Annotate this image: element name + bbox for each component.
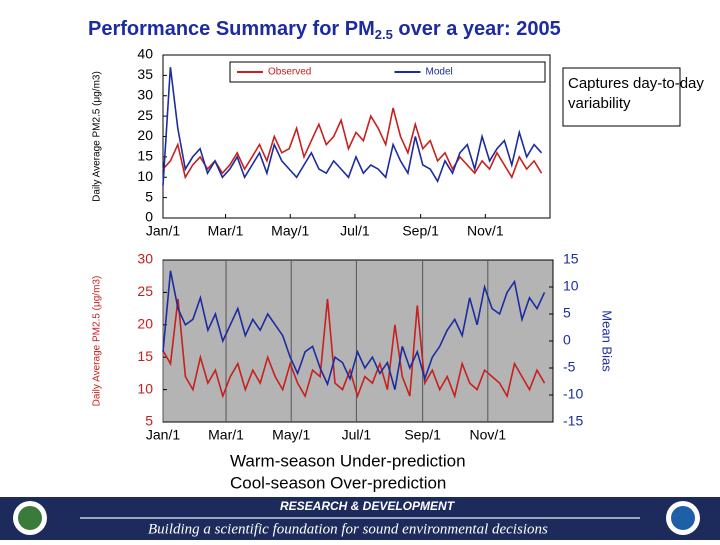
y-axis-label: Daily Average PM2.5 (μg/m3)	[92, 71, 103, 202]
x-tick-label: Sep/1	[404, 427, 441, 443]
x-tick-label: Mar/1	[208, 427, 244, 443]
y-tick-label: 15	[137, 348, 153, 364]
noaa-logo-inner	[671, 506, 695, 530]
y2-tick-label: -5	[563, 359, 576, 375]
slide-title: Performance Summary for PM2.5 over a yea…	[88, 18, 561, 42]
plot-area	[162, 259, 554, 423]
y-tick-label: 30	[137, 251, 153, 267]
x-tick-label: Jan/1	[146, 223, 180, 239]
legend-label: Observed	[268, 67, 311, 78]
series-line	[162, 67, 543, 186]
annotation-text-line: variability	[568, 95, 631, 112]
y-tick-label: 5	[145, 188, 153, 204]
y-tick-label: 40	[137, 46, 153, 62]
x-tick-label: Jul/1	[342, 427, 372, 443]
y-tick-label: 10	[137, 380, 153, 396]
y-tick-label: 20	[137, 316, 153, 332]
y2-tick-label: 15	[563, 251, 579, 267]
y-tick-label: 15	[137, 148, 153, 164]
x-tick-label: Nov/1	[467, 223, 504, 239]
series-line	[162, 270, 546, 390]
y-tick-label: 35	[137, 66, 153, 82]
title-rest: over a year: 2005	[393, 18, 561, 40]
legend-box	[229, 61, 546, 83]
y-tick-label: 0	[145, 209, 153, 225]
annotation: Captures day-to-day variability	[568, 75, 704, 112]
y-tick-label: 5	[145, 413, 153, 429]
annotation-box	[562, 67, 681, 127]
y2-tick-label: -10	[563, 386, 583, 402]
y2-axis-label: Mean Bias	[600, 310, 615, 372]
x-tick-label: Sep/1	[402, 223, 439, 239]
epa-logo-inner	[18, 506, 42, 530]
legend-label: Model	[426, 67, 453, 78]
note: Cool-season Over-prediction	[230, 473, 446, 492]
note: Warm-season Under-prediction	[230, 451, 466, 470]
series-line	[162, 107, 543, 180]
x-tick-label: Nov/1	[470, 427, 507, 443]
y2-tick-label: -15	[563, 413, 583, 429]
y-tick-label: 20	[137, 127, 153, 143]
y2-tick-label: 5	[563, 305, 571, 321]
series-line	[162, 298, 546, 399]
footer-heading: RESEARCH & DEVELOPMENT	[280, 499, 456, 513]
x-tick-label: Mar/1	[208, 223, 244, 239]
annotation-text: Captures day-to-day	[568, 75, 704, 92]
y2-tick-label: 0	[563, 332, 571, 348]
x-tick-label: Jul/1	[340, 223, 370, 239]
x-tick-label: May/1	[272, 427, 310, 443]
x-tick-label: Jan/1	[146, 427, 180, 443]
y-tick-label: 10	[137, 168, 153, 184]
footer-tagline: Building a scientific foundation for sou…	[148, 521, 548, 537]
y-tick-label: 25	[137, 107, 153, 123]
y2-tick-label: 10	[563, 278, 579, 294]
x-tick-label: May/1	[271, 223, 309, 239]
y-tick-label: 30	[137, 86, 153, 102]
y-axis-label: Daily Average PM2.5 (μg/m3)	[92, 276, 103, 407]
title-subscript: 2.5	[375, 27, 393, 42]
title-text: Performance Summary for PM	[88, 18, 375, 40]
y-tick-label: 25	[137, 283, 153, 299]
